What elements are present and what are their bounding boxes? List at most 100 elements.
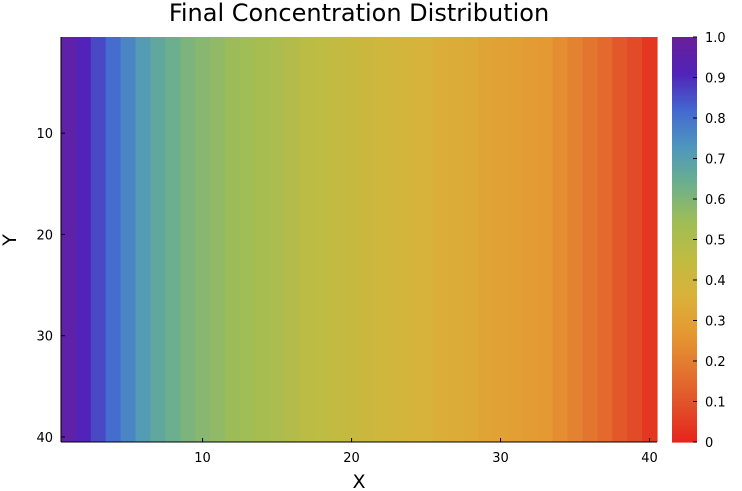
colorbar-segment — [672, 241, 697, 245]
colorbar-segment — [672, 255, 697, 259]
colorbar-segment — [672, 81, 697, 85]
heatmap-column — [403, 37, 420, 442]
colorbar-segment — [672, 75, 697, 79]
colorbar-segment — [672, 207, 697, 210]
heatmap-column — [552, 37, 569, 442]
colorbar-segment — [672, 103, 697, 107]
colorbar-segment — [672, 89, 697, 93]
colorbar-segment — [672, 363, 697, 366]
colorbar-segment — [672, 227, 697, 230]
heatmap-column — [284, 37, 300, 442]
colorbar-segment — [672, 130, 697, 133]
colorbar-segment — [672, 296, 697, 299]
colorbar-segment — [672, 423, 697, 427]
colorbar-segment — [672, 199, 697, 202]
colorbar-segment — [672, 205, 697, 208]
colorbar-segment — [672, 334, 697, 338]
colorbar-segment — [672, 45, 697, 48]
colorbar-segment — [672, 172, 697, 176]
colorbar-segment — [672, 107, 697, 111]
colorbar-segment — [672, 381, 697, 384]
colorbar-segment — [672, 320, 697, 324]
colorbar-segment — [672, 427, 697, 431]
colorbar-segment — [672, 128, 697, 131]
colorbar-segment — [672, 154, 697, 158]
colorbar-segment — [672, 411, 697, 415]
colorbar-segment — [672, 375, 697, 378]
colorbar-segment — [672, 176, 697, 180]
heatmap-column — [627, 37, 643, 442]
plot-axes: 10 20 30 40 10 20 30 40 — [36, 37, 658, 466]
colorbar-segment — [672, 144, 697, 147]
colorbar-segment — [672, 65, 697, 68]
colorbar-segment — [672, 73, 697, 77]
heatmap-column — [329, 37, 345, 442]
colorbar-segment — [672, 126, 697, 129]
colorbar-segment — [672, 298, 697, 301]
colorbar-segment — [672, 105, 697, 109]
colorbar-segment — [672, 235, 697, 239]
colorbar-segment — [672, 132, 697, 135]
y-tick-label: 40 — [36, 431, 53, 446]
colorbar-segment — [672, 261, 697, 265]
colorbar-segment — [672, 348, 697, 352]
colorbar-segment — [672, 397, 697, 401]
colorbar-segment — [672, 170, 697, 174]
colorbar-segment — [672, 421, 697, 425]
colorbar-segment — [672, 391, 697, 395]
colorbar-segment — [672, 184, 697, 188]
heatmap-column — [508, 37, 524, 442]
heatmap-column — [195, 37, 211, 442]
colorbar-segment — [672, 409, 697, 413]
colorbar-segment — [672, 174, 697, 178]
colorbar-segment — [672, 49, 697, 52]
colorbar-segment — [672, 284, 697, 287]
colorbar-segment — [672, 83, 697, 87]
heatmap-column — [493, 37, 509, 442]
colorbar-segment — [672, 225, 697, 228]
colorbar-segment — [672, 237, 697, 241]
colorbar: 0 0.1 0.2 0.3 0.4 0.5 0.6 0.7 0.8 0.9 1.0 — [672, 31, 726, 451]
colorbar-segment — [672, 346, 697, 350]
colorbar-segment — [672, 217, 697, 220]
colorbar-segment — [672, 166, 697, 170]
heatmap-column — [612, 37, 628, 442]
colorbar-segment — [672, 385, 697, 388]
heatmap-column — [165, 37, 181, 442]
heatmap-column — [150, 37, 166, 442]
colorbar-segment — [672, 158, 697, 162]
colorbar-segment — [672, 271, 697, 275]
colorbar-segment — [672, 213, 697, 216]
x-axis-label: X — [352, 471, 365, 491]
colorbar-segment — [672, 280, 697, 283]
colorbar-segment — [672, 308, 697, 311]
colorbar-tick-label: 0.9 — [705, 72, 726, 87]
colorbar-segment — [672, 51, 697, 54]
colorbar-segment — [672, 259, 697, 263]
heatmap-column — [359, 37, 375, 442]
colorbar-segment — [672, 269, 697, 273]
heatmap-column — [567, 37, 584, 442]
colorbar-segment — [672, 304, 697, 307]
colorbar-segment — [672, 330, 697, 334]
colorbar-tick-label: 0.7 — [705, 153, 726, 168]
colorbar-segment — [672, 59, 697, 62]
colorbar-segment — [672, 316, 697, 320]
heatmap-column — [582, 37, 598, 442]
colorbar-segment — [672, 209, 697, 212]
heatmap-column — [463, 37, 479, 442]
heatmap-column — [478, 37, 494, 442]
colorbar-segment — [672, 79, 697, 83]
colorbar-segment — [672, 419, 697, 423]
colorbar-segment — [672, 178, 697, 182]
colorbar-segment — [672, 39, 697, 42]
heatmap-column — [105, 37, 122, 442]
colorbar-segment — [672, 310, 697, 314]
colorbar-segment — [672, 168, 697, 172]
colorbar-segment — [672, 77, 697, 81]
heatmap-column — [522, 37, 539, 442]
colorbar-segment — [672, 332, 697, 336]
colorbar-segment — [672, 99, 697, 103]
colorbar-segment — [672, 97, 697, 101]
colorbar-segment — [672, 389, 697, 392]
